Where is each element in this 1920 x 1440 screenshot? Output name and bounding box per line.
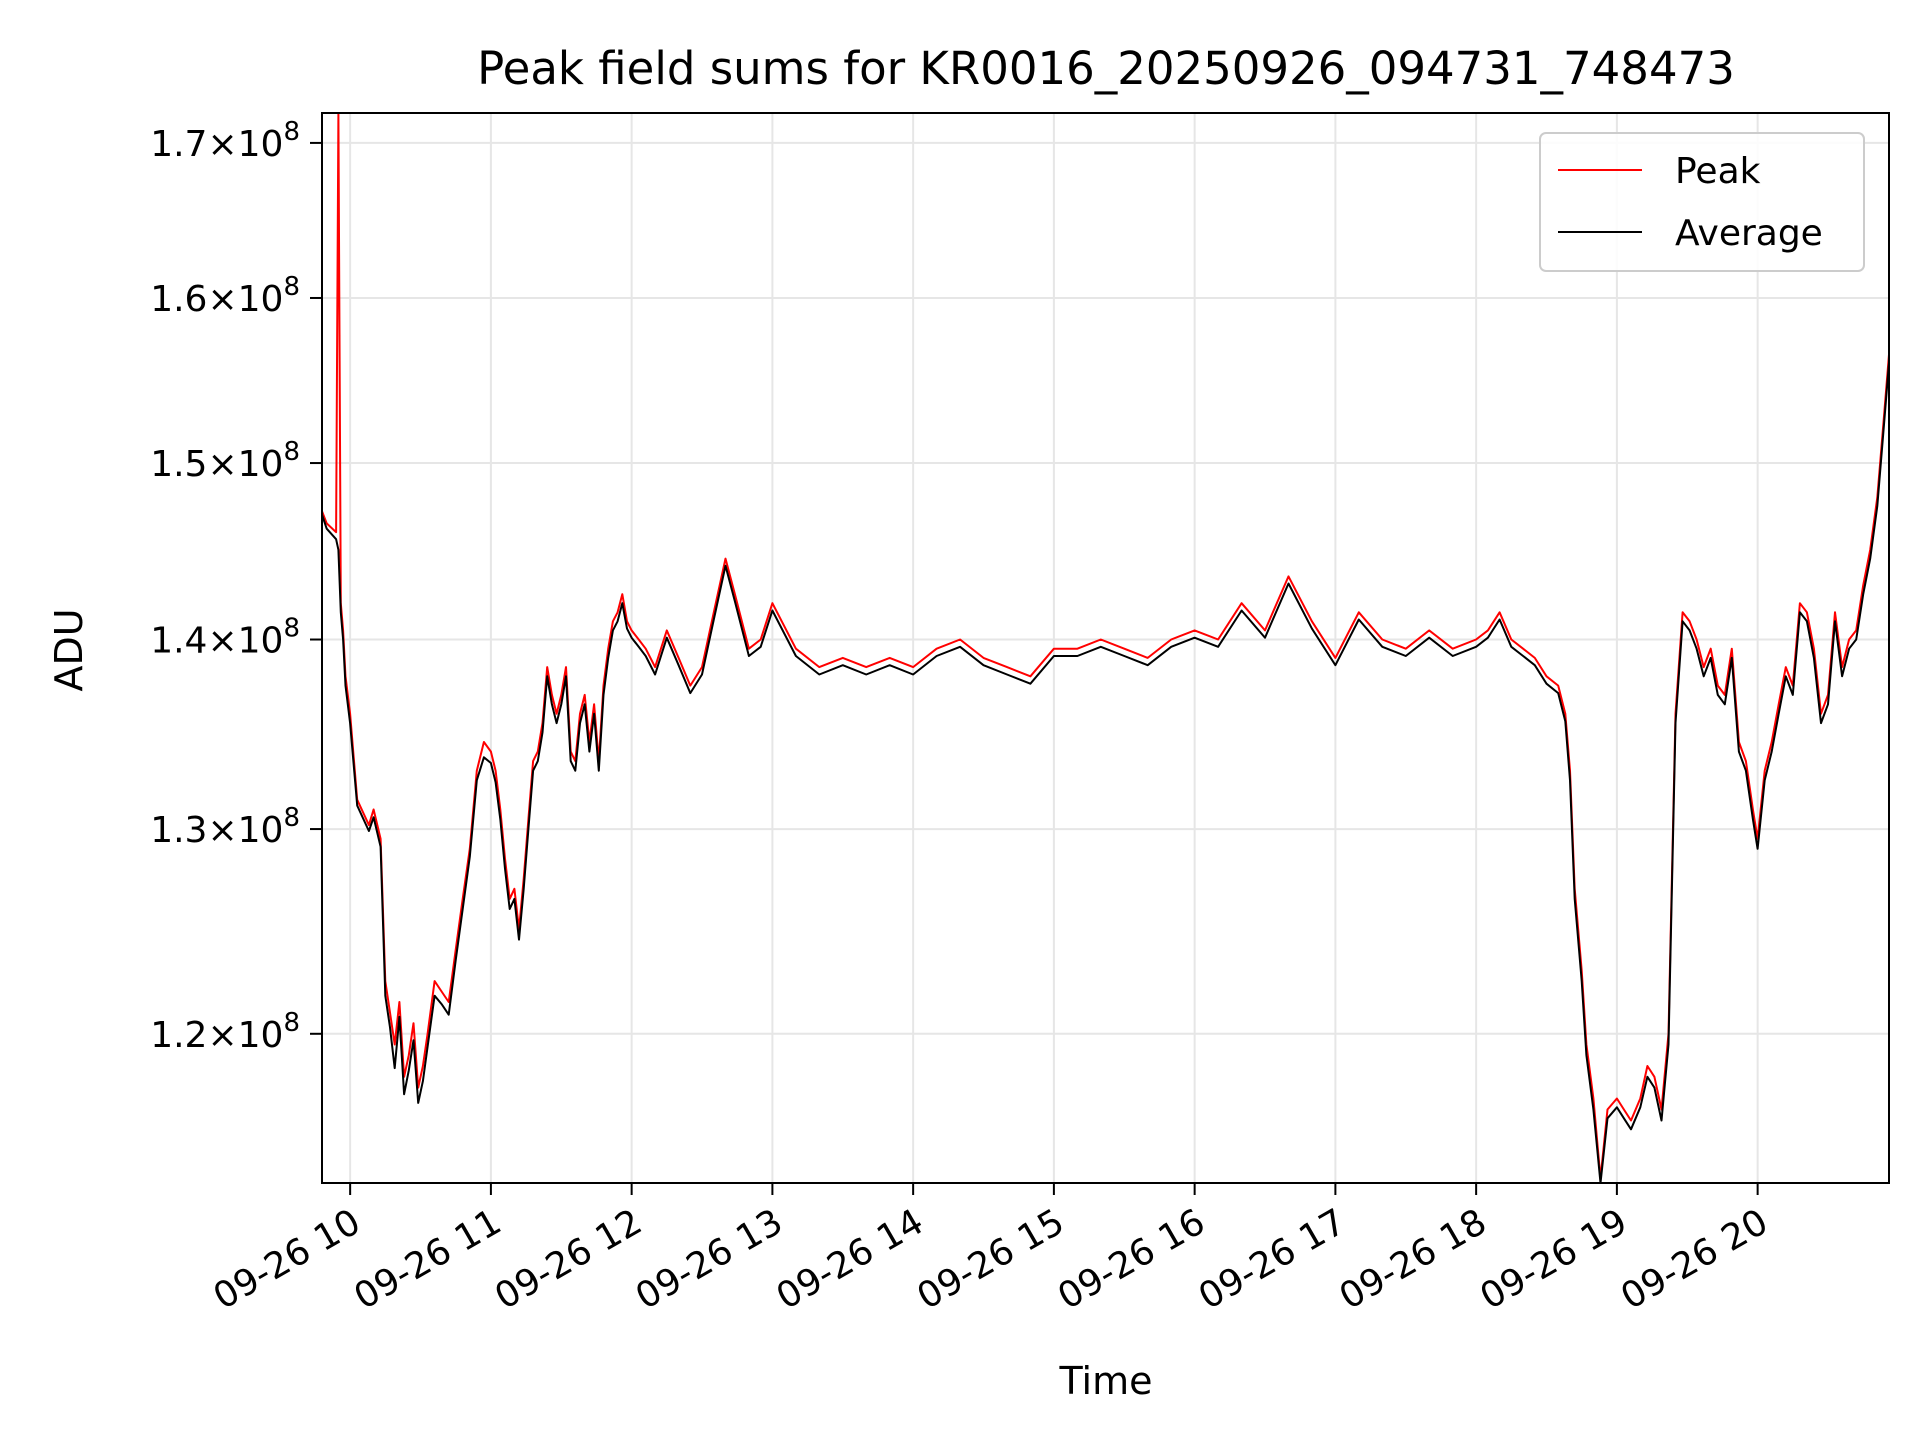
y-axis: 1.2×1081.3×1081.4×1081.5×1081.6×1081.7×1…	[150, 117, 322, 1056]
y-axis-label: ADU	[47, 608, 91, 691]
y-tick-exponent: 8	[283, 437, 300, 467]
y-tick-label: 1.6×108	[150, 272, 300, 320]
y-tick-exponent: 8	[283, 614, 300, 644]
y-tick-label: 1.7×108	[150, 117, 300, 165]
y-tick-label: 1.2×108	[150, 1008, 300, 1056]
y-tick-times-ten: ×10	[207, 621, 283, 662]
y-tick-times-ten: ×10	[207, 1015, 283, 1056]
series-layer	[322, 113, 1889, 1183]
y-tick-mantissa: 1.5	[150, 444, 207, 485]
legend-box	[1539, 132, 1865, 272]
series-line-peak	[322, 113, 1889, 1180]
plot-area-frame	[321, 112, 1890, 1184]
y-tick-mantissa: 1.2	[150, 1015, 207, 1056]
y-tick-exponent: 8	[283, 1008, 300, 1038]
y-tick-times-ten: ×10	[207, 124, 283, 165]
y-tick-mantissa: 1.4	[150, 621, 207, 662]
legend-label-average: Average	[1675, 213, 1823, 254]
y-tick-times-ten: ×10	[207, 279, 283, 320]
y-tick-exponent: 8	[283, 117, 300, 147]
legend-label-peak: Peak	[1675, 151, 1761, 192]
y-tick-times-ten: ×10	[207, 810, 283, 851]
x-axis-label: Time	[1059, 1359, 1153, 1403]
y-tick-mantissa: 1.3	[150, 810, 207, 851]
y-tick-label: 1.3×108	[150, 803, 300, 851]
y-tick-exponent: 8	[283, 272, 300, 302]
y-tick-mantissa: 1.7	[150, 124, 207, 165]
y-tick-exponent: 8	[283, 803, 300, 833]
y-tick-label: 1.5×108	[150, 437, 300, 485]
y-tick-label: 1.4×108	[150, 614, 300, 662]
chart-title: Peak field sums for KR0016_20250926_0947…	[477, 42, 1735, 95]
series-line-average	[322, 362, 1889, 1183]
y-tick-times-ten: ×10	[207, 444, 283, 485]
grid-lines	[322, 113, 1889, 1183]
y-tick-mantissa: 1.6	[150, 279, 207, 320]
legend: Peak Average	[1539, 132, 1865, 272]
